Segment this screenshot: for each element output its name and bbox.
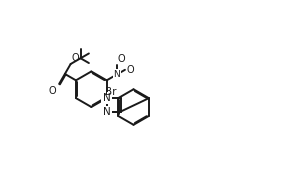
Text: O: O bbox=[118, 54, 125, 64]
Text: O: O bbox=[72, 53, 79, 63]
Text: N: N bbox=[113, 70, 120, 79]
Text: N: N bbox=[103, 93, 111, 103]
Text: Br: Br bbox=[105, 87, 116, 97]
Text: N: N bbox=[103, 107, 111, 117]
Text: O: O bbox=[127, 65, 134, 75]
Text: O: O bbox=[49, 86, 56, 96]
